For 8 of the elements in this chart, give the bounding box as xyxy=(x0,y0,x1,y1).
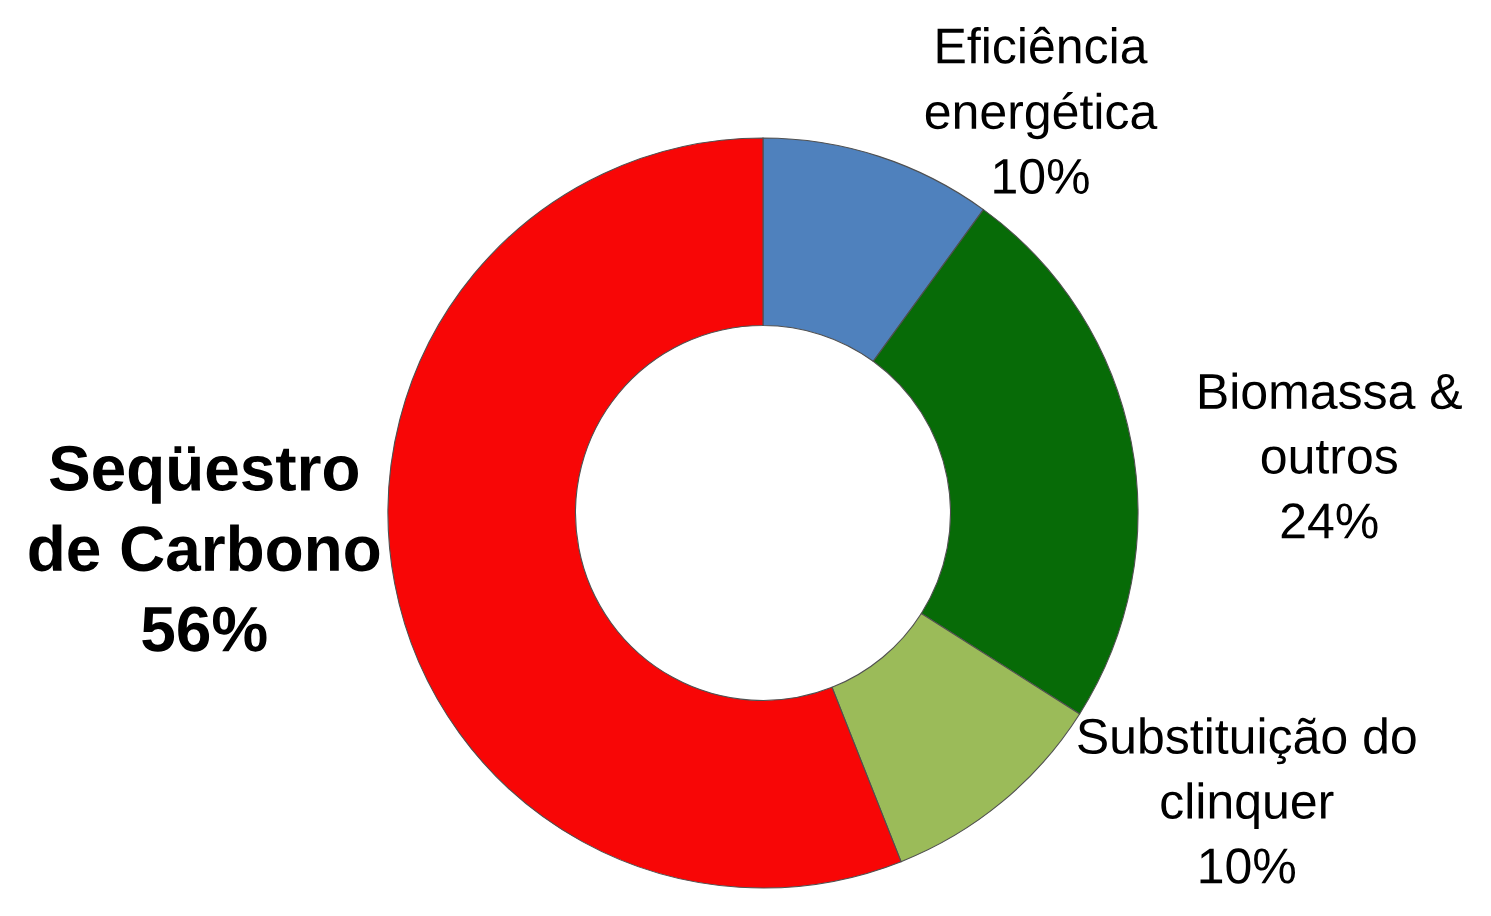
slice-label: Biomassa & outros xyxy=(1199,372,1462,474)
slice-label: Seqüestro de Carbono xyxy=(29,445,380,572)
slice-label: Substituição do clinquer xyxy=(1078,717,1416,829)
slice-label: Eficiência energética xyxy=(925,26,1158,140)
data-label: 56% xyxy=(142,606,267,652)
data-label: 10% xyxy=(1200,848,1296,884)
data-label: 10% xyxy=(994,158,1089,195)
data-label: 24% xyxy=(1281,503,1378,539)
